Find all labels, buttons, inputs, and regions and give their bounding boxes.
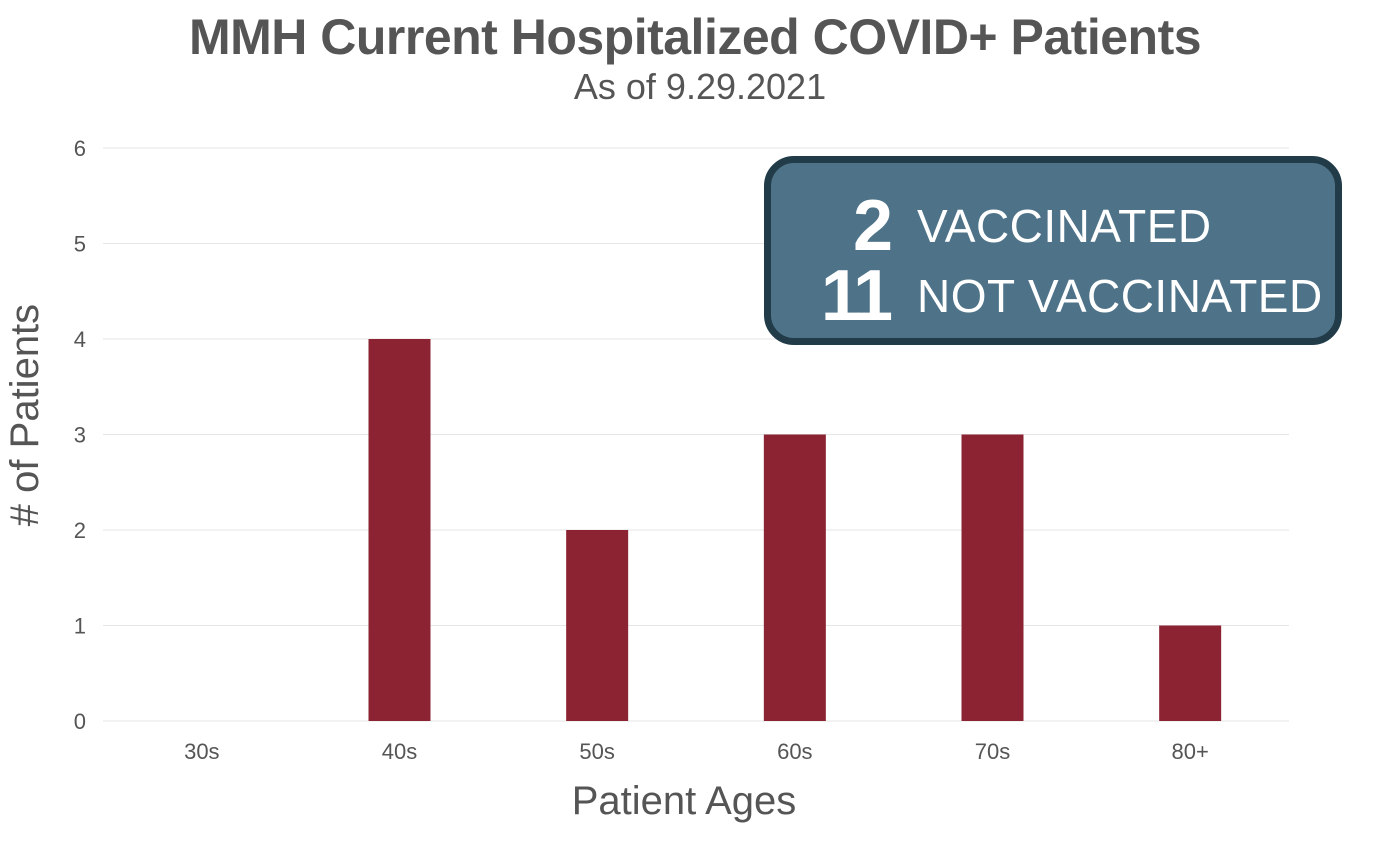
- chart-subtitle: As of 9.29.2021: [573, 66, 827, 107]
- bar-70s: [961, 434, 1024, 721]
- bars: [368, 339, 1222, 721]
- y-tick-label: 3: [74, 423, 86, 448]
- bar-60s: [763, 434, 826, 721]
- x-tick-label: 80+: [1172, 739, 1209, 764]
- y-tick-label: 5: [74, 232, 86, 257]
- x-tick-label: 40s: [382, 739, 417, 764]
- x-axis-ticks: 30s 40s 50s 60s 70s 80+: [184, 739, 1209, 764]
- x-tick-label: 50s: [579, 739, 614, 764]
- y-tick-label: 4: [74, 327, 86, 352]
- y-axis-ticks: 0 1 2 3 4 5 6: [74, 136, 86, 734]
- x-tick-label: 60s: [777, 739, 812, 764]
- x-axis-title: Patient Ages: [572, 779, 797, 823]
- bar-40s: [368, 339, 431, 721]
- bar-50s: [566, 530, 629, 721]
- y-tick-label: 0: [74, 709, 86, 734]
- y-tick-label: 6: [74, 136, 86, 161]
- x-tick-label: 70s: [975, 739, 1010, 764]
- bar-80plus: [1159, 625, 1222, 721]
- not-vaccinated-row: 11 NOT VACCINATED: [771, 256, 1335, 336]
- vaccination-callout: 2 VACCINATED 11 NOT VACCINATED: [764, 156, 1342, 345]
- not-vaccinated-count: 11: [820, 256, 893, 336]
- x-tick-label: 30s: [184, 739, 219, 764]
- y-tick-label: 1: [74, 614, 86, 639]
- y-axis-title: # of Patients: [3, 304, 47, 526]
- vaccinated-count: 2: [852, 186, 893, 266]
- vaccinated-row: 2 VACCINATED: [771, 186, 1335, 266]
- y-tick-label: 2: [74, 518, 86, 543]
- vaccinated-label: VACCINATED: [917, 200, 1212, 252]
- chart-title: MMH Current Hospitalized COVID+ Patients: [188, 9, 1202, 65]
- not-vaccinated-label: NOT VACCINATED: [917, 270, 1323, 322]
